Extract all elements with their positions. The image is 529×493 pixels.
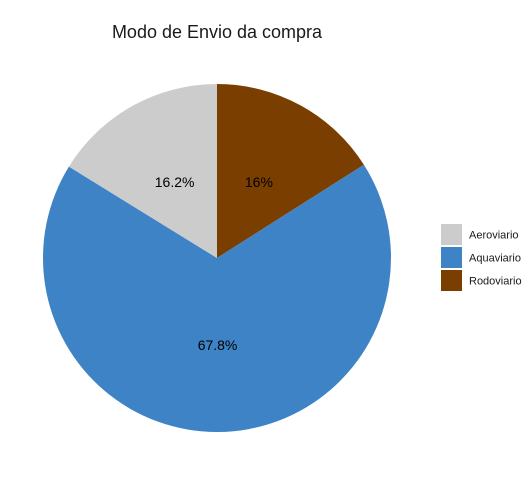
legend-label-aquaviario: Aquaviario — [469, 253, 521, 265]
pie-slice-rodoviario — [217, 84, 364, 258]
legend-label-rodoviario: Rodoviario — [469, 276, 522, 288]
pie-slice-aeroviario — [68, 84, 217, 258]
slice-labels: 16% 67.8% 16.2% — [155, 174, 273, 353]
legend-swatch-aquaviario — [441, 247, 462, 268]
legend: Aeroviario Aquaviario Rodoviario — [441, 224, 522, 291]
legend-swatch-aeroviario — [441, 224, 462, 245]
pie-slice-aquaviario — [42, 164, 392, 433]
chart-title: Modo de Envio da compra — [112, 22, 323, 42]
legend-label-aeroviario: Aeroviario — [469, 230, 519, 242]
slice-label-aquaviario: 67.8% — [198, 337, 238, 353]
slice-label-aeroviario: 16.2% — [155, 174, 195, 190]
legend-swatch-rodoviario — [441, 270, 462, 291]
pie-slices — [42, 84, 392, 433]
slice-label-rodoviario: 16% — [245, 174, 273, 190]
